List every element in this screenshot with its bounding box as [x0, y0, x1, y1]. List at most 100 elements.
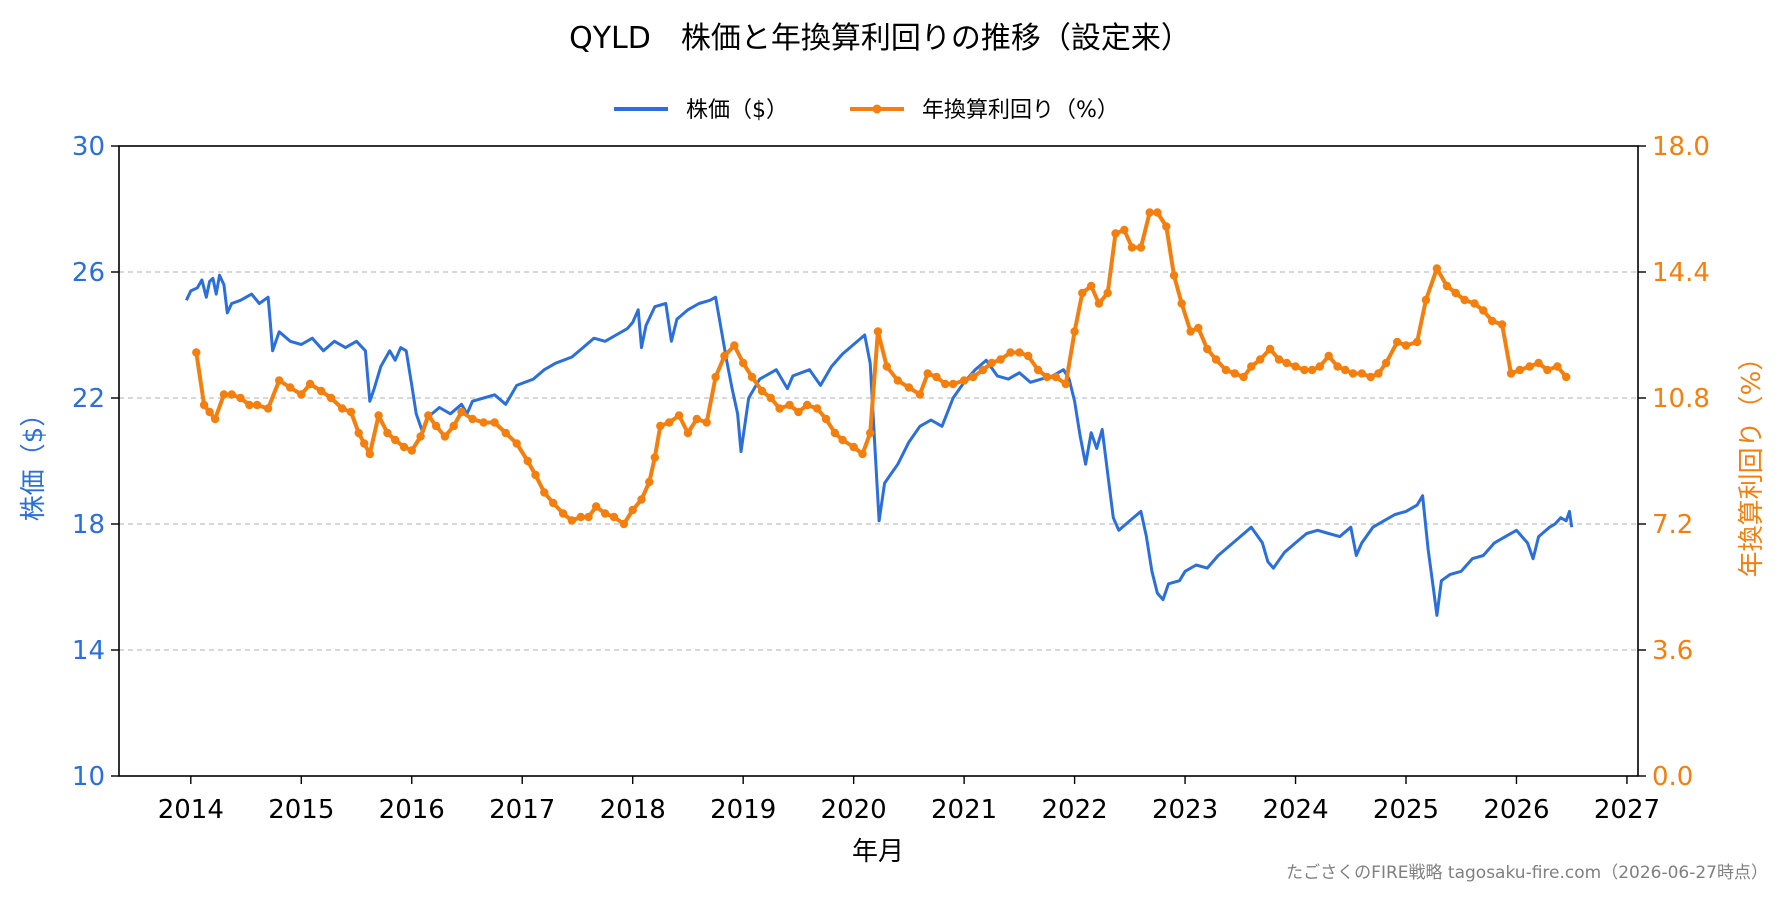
yield-point [1488, 316, 1497, 326]
yield-point [1381, 358, 1391, 368]
yield-point [1442, 281, 1452, 291]
yield-point [747, 372, 757, 382]
yield-point [416, 432, 425, 441]
yield-point [540, 488, 549, 497]
yield-point [838, 435, 847, 445]
x-axis: 2014 2015 2016 2017 2018 2019 2020 2021 2022 2023… [158, 776, 1660, 825]
yield-point [1153, 208, 1162, 217]
y-right-tick-label: 10.8 [1652, 384, 1710, 414]
yield-point [1256, 355, 1265, 364]
yield-point [1274, 355, 1284, 364]
yield-point [656, 421, 665, 431]
yield-point [987, 358, 996, 368]
yield-point [882, 362, 891, 371]
yield-point [576, 512, 585, 522]
yield-point [490, 418, 499, 427]
yield-point [407, 446, 416, 455]
yield-line [194, 210, 1568, 526]
yield-point [1460, 295, 1469, 305]
yield-markers [192, 208, 1571, 529]
yield-point [549, 498, 558, 508]
yield-point [978, 365, 988, 375]
yield-point [637, 495, 646, 504]
x-axis-label: 年月 [852, 837, 904, 867]
yield-point [360, 439, 369, 448]
yield-point [1177, 299, 1186, 308]
yield-point [702, 418, 711, 427]
yield-point [263, 404, 273, 413]
yield-point [252, 400, 262, 410]
yield-point [1451, 288, 1460, 298]
yield-point [1324, 351, 1333, 361]
yield-point [1412, 337, 1422, 347]
yield-point [286, 383, 295, 392]
yield-point [1315, 362, 1325, 371]
yield-point [932, 372, 941, 382]
yield-point [1042, 372, 1052, 382]
yield-point [317, 386, 326, 396]
yield-point [1006, 348, 1015, 357]
yield-point [199, 400, 209, 410]
yield-point [1374, 369, 1383, 378]
x-tick-label: 2015 [268, 795, 334, 825]
yield-point [766, 393, 775, 403]
yield-point [858, 449, 867, 459]
y-left-tick-label: 26 [72, 258, 105, 288]
yield-point [1061, 379, 1071, 389]
yield-point [959, 376, 969, 385]
yield-point [1247, 362, 1256, 371]
yield-point [645, 477, 654, 487]
y-left-tick-label: 30 [72, 132, 105, 162]
yield-point [531, 470, 540, 480]
x-tick-label: 2018 [600, 795, 666, 825]
yield-point [609, 512, 619, 522]
yield-point [305, 379, 315, 389]
x-tick-label: 2025 [1373, 795, 1439, 825]
yield-point [1087, 281, 1096, 291]
yield-point [739, 358, 748, 368]
plot-frame [118, 145, 1639, 777]
yield-point [904, 383, 914, 392]
yield-point [830, 428, 840, 438]
y-axis-right: 0.0 3.6 7.2 10.8 14.4 18.0 [1638, 132, 1710, 792]
x-tick-label: 2019 [710, 795, 776, 825]
x-tick-label: 2017 [489, 795, 555, 825]
yield-point [757, 386, 767, 396]
yield-point [558, 509, 568, 518]
yield-point [720, 351, 729, 361]
yield-point [365, 449, 374, 459]
yield-point [1265, 344, 1275, 354]
yield-point [219, 390, 229, 399]
yield-point [1239, 372, 1248, 382]
yield-point [821, 414, 831, 424]
yield-point [1534, 358, 1543, 368]
yield-point [1186, 327, 1195, 336]
yield-point [1515, 365, 1525, 375]
x-tick-label: 2016 [379, 795, 445, 825]
x-tick-label: 2020 [821, 795, 887, 825]
x-tick-label: 2027 [1594, 795, 1660, 825]
y-right-tick-label: 0.0 [1652, 762, 1693, 792]
yield-point [1136, 243, 1146, 252]
yield-point [399, 442, 409, 452]
yield-point [210, 414, 220, 424]
yield-point [245, 400, 254, 410]
yield-point [1051, 372, 1061, 382]
yield-point [1333, 362, 1342, 371]
yield-point [866, 428, 875, 438]
legend-yield-marker [872, 104, 882, 114]
yield-point [600, 509, 610, 518]
yield-point [1401, 341, 1411, 350]
yield-point [730, 341, 739, 350]
yield-point [794, 407, 803, 417]
yield-point [275, 376, 284, 385]
yield-point [650, 453, 659, 462]
yield-point [1211, 355, 1221, 364]
yield-point [1357, 369, 1367, 378]
legend-yield-label: 年換算利回り（%） [922, 98, 1119, 123]
yield-point [1393, 337, 1402, 347]
yield-point [192, 348, 201, 357]
yield-point [923, 369, 932, 378]
yield-point [1432, 264, 1442, 273]
